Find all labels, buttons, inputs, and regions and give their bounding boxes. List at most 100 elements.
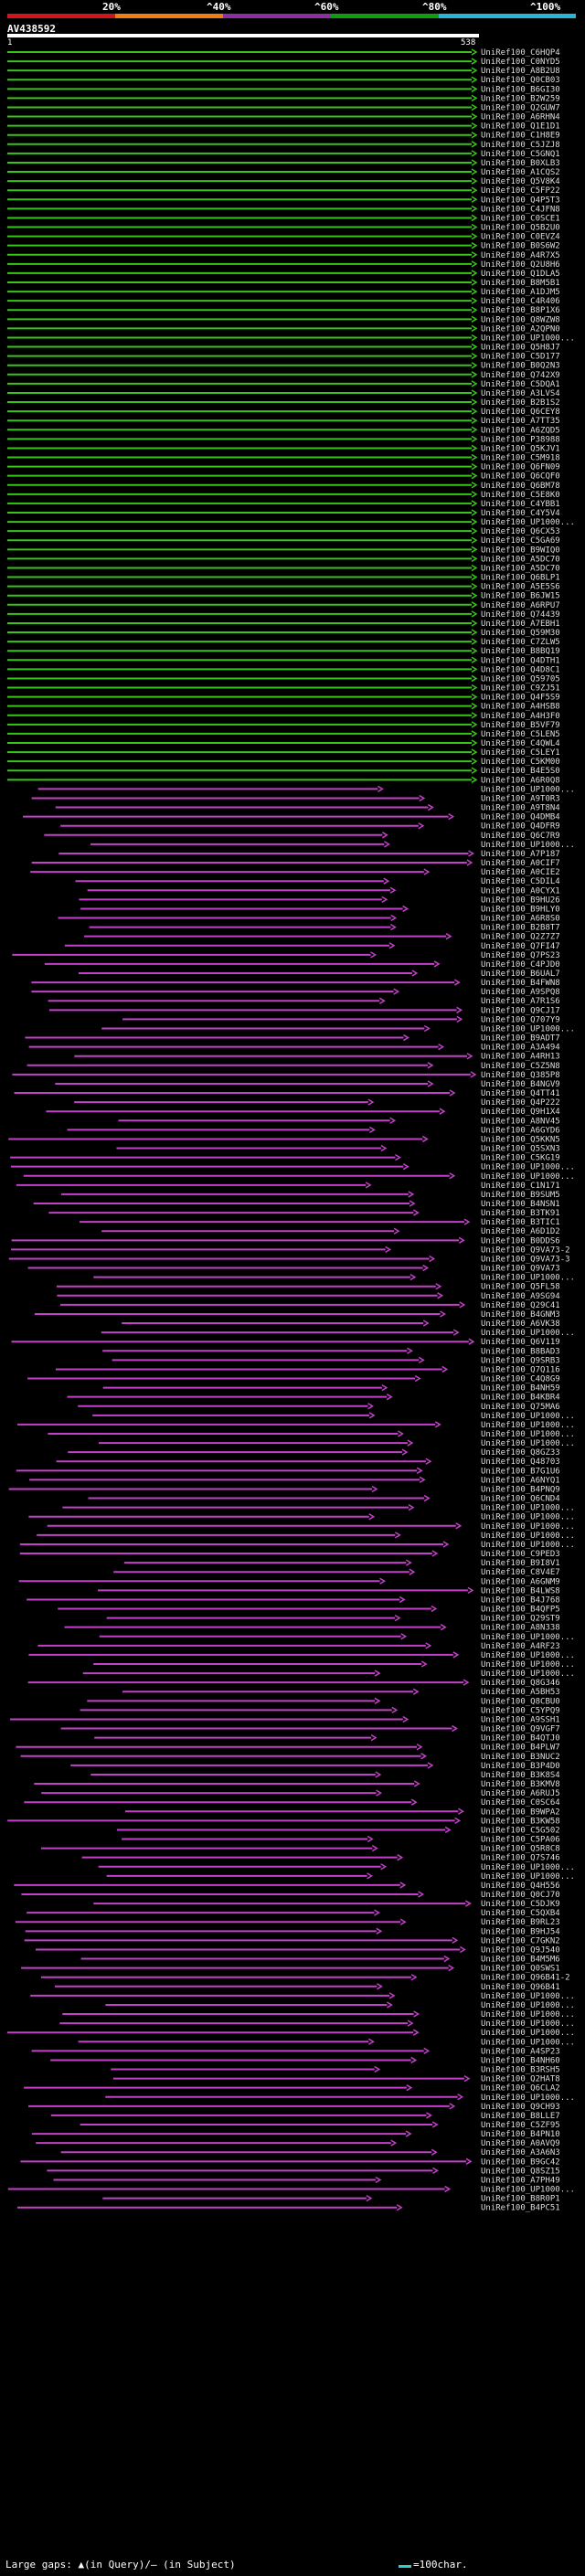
hit-row[interactable]: UniRef100_Q96B41-2 bbox=[40, 1974, 570, 1983]
hit-row[interactable]: UniRef100_Q74439 bbox=[7, 610, 560, 620]
hit-label[interactable]: UniRef100_C9PED3 bbox=[481, 1550, 560, 1559]
hit-label[interactable]: UniRef100_C4R406 bbox=[481, 297, 560, 306]
hit-row[interactable]: UniRef100_C4PJD0 bbox=[44, 960, 560, 970]
hit-row[interactable]: UniRef100_UP1000... bbox=[59, 2019, 575, 2029]
hit-label[interactable]: UniRef100_B4KBR4 bbox=[481, 1394, 560, 1403]
hit-label[interactable]: UniRef100_A4R7X5 bbox=[481, 251, 560, 260]
hit-row[interactable]: UniRef100_Q2HAT8 bbox=[112, 2075, 560, 2084]
hit-label[interactable]: UniRef100_C0SCE1 bbox=[481, 214, 560, 223]
hit-label[interactable]: UniRef100_Q4DFR9 bbox=[481, 822, 560, 832]
hit-label[interactable]: UniRef100_Q8GZ33 bbox=[481, 1448, 560, 1458]
hit-label[interactable]: UniRef100_Q4DMB4 bbox=[481, 813, 560, 822]
hit-row[interactable]: UniRef100_B4QTJ0 bbox=[94, 1734, 560, 1744]
hit-row[interactable]: UniRef100_C4YBB1 bbox=[7, 500, 560, 509]
hit-row[interactable]: UniRef100_Q0CJ70 bbox=[21, 1891, 560, 1900]
hit-label[interactable]: UniRef100_Q7FI47 bbox=[481, 942, 560, 951]
hit-row[interactable]: UniRef100_C0NYD5 bbox=[7, 58, 560, 67]
hit-row[interactable]: UniRef100_A9T0R3 bbox=[31, 794, 560, 803]
hit-row[interactable]: UniRef100_Q5V8K4 bbox=[7, 177, 560, 186]
hit-label[interactable]: UniRef100_A4HSB8 bbox=[481, 703, 560, 712]
hit-label[interactable]: UniRef100_Q1DLA5 bbox=[481, 270, 560, 279]
hit-label[interactable]: UniRef100_B2W259 bbox=[481, 94, 560, 103]
hit-row[interactable]: UniRef100_C5KG19 bbox=[10, 1154, 560, 1163]
hit-label[interactable]: UniRef100_A6R0Q8 bbox=[481, 776, 560, 785]
hit-label[interactable]: UniRef100_B9SUM5 bbox=[481, 1191, 560, 1200]
hit-row[interactable]: UniRef100_UP1000... bbox=[98, 1439, 575, 1448]
hit-label[interactable]: UniRef100_Q6BM78 bbox=[481, 482, 560, 491]
hit-label[interactable]: UniRef100_C7GKN2 bbox=[481, 1936, 560, 1945]
hit-label[interactable]: UniRef100_A6ZQD5 bbox=[481, 426, 560, 435]
hit-label[interactable]: UniRef100_Q2HAT8 bbox=[481, 2075, 560, 2084]
hit-row[interactable]: UniRef100_B4PN10 bbox=[31, 2130, 560, 2139]
hit-row[interactable]: UniRef100_Q8G346 bbox=[27, 1679, 560, 1688]
hit-row[interactable]: UniRef100_A5BH53 bbox=[122, 1688, 560, 1697]
hit-row[interactable]: UniRef100_Q9J540 bbox=[35, 1945, 560, 1955]
hit-label[interactable]: UniRef100_Q9VA73-3 bbox=[481, 1255, 570, 1264]
hit-row[interactable]: UniRef100_C5LEY1 bbox=[7, 748, 560, 758]
hit-row[interactable]: UniRef100_UP1000... bbox=[101, 1024, 575, 1034]
hit-label[interactable]: UniRef100_A6R8S0 bbox=[481, 915, 560, 924]
hit-row[interactable]: UniRef100_Q4F5S9 bbox=[7, 694, 560, 703]
hit-label[interactable]: UniRef100_A6RUJ5 bbox=[481, 1789, 560, 1798]
hit-label[interactable]: UniRef100_A5DC70 bbox=[481, 564, 560, 573]
hit-row[interactable]: UniRef100_B8BQ19 bbox=[7, 647, 560, 656]
hit-label[interactable]: UniRef100_B8BAD3 bbox=[481, 1347, 560, 1356]
hit-label[interactable]: UniRef100_Q9H1X4 bbox=[481, 1108, 560, 1117]
hit-label[interactable]: UniRef100_A3LVS4 bbox=[481, 389, 560, 398]
hit-row[interactable]: UniRef100_A6VK38 bbox=[122, 1320, 560, 1329]
hit-label[interactable]: UniRef100_Q8WZW8 bbox=[481, 315, 560, 324]
hit-label[interactable]: UniRef100_Q5B2U0 bbox=[481, 224, 560, 233]
hit-row[interactable]: UniRef100_C6HQP4 bbox=[7, 48, 560, 58]
hit-row[interactable]: UniRef100_UP1000... bbox=[62, 2010, 575, 2019]
hit-label[interactable]: UniRef100_C5ZF95 bbox=[481, 2121, 560, 2130]
hit-label[interactable]: UniRef100_UP1000... bbox=[481, 334, 575, 343]
hit-label[interactable]: UniRef100_Q48703 bbox=[481, 1458, 560, 1467]
hit-row[interactable]: UniRef100_Q7Q116 bbox=[55, 1365, 560, 1374]
hit-label[interactable]: UniRef100_UP1000... bbox=[481, 2186, 575, 2195]
hit-label[interactable]: UniRef100_A5DC70 bbox=[481, 555, 560, 564]
hit-row[interactable]: UniRef100_B6UAL7 bbox=[78, 970, 560, 979]
hit-label[interactable]: UniRef100_B9HJ54 bbox=[481, 1927, 560, 1936]
hit-label[interactable]: UniRef100_B8R0P1 bbox=[481, 2195, 560, 2204]
hit-label[interactable]: UniRef100_B9RL23 bbox=[481, 1918, 560, 1927]
hit-row[interactable]: UniRef100_A6RUJ5 bbox=[41, 1789, 560, 1798]
hit-row[interactable]: UniRef100_A6RHN4 bbox=[7, 113, 560, 122]
hit-row[interactable]: UniRef100_Q29ST9 bbox=[106, 1615, 560, 1624]
hit-row[interactable]: UniRef100_A7PH49 bbox=[53, 2176, 560, 2185]
hit-label[interactable]: UniRef100_UP1000... bbox=[481, 518, 575, 527]
hit-row[interactable]: UniRef100_Q5KJV1 bbox=[7, 444, 560, 453]
hit-label[interactable]: UniRef100_Q5KKN5 bbox=[481, 1135, 560, 1144]
hit-row[interactable]: UniRef100_UP1000... bbox=[106, 1872, 575, 1882]
hit-row[interactable]: UniRef100_Q5SXN3 bbox=[116, 1145, 560, 1154]
hit-row[interactable]: UniRef100_Q6BLP1 bbox=[7, 574, 560, 583]
hit-row[interactable]: UniRef100_A0CYX1 bbox=[87, 886, 560, 896]
hit-label[interactable]: UniRef100_A0CIE2 bbox=[481, 868, 560, 877]
hit-row[interactable]: UniRef100_C5PA06 bbox=[122, 1836, 560, 1845]
hit-row[interactable]: UniRef100_B9GC42 bbox=[20, 2157, 560, 2167]
hit-label[interactable]: UniRef100_UP1000... bbox=[481, 1274, 575, 1283]
hit-label[interactable]: UniRef100_A1DJM5 bbox=[481, 288, 560, 297]
hit-row[interactable]: UniRef100_UP1000... bbox=[105, 2094, 575, 2103]
hit-label[interactable]: UniRef100_Q0SWS1 bbox=[481, 1965, 560, 1974]
hit-label[interactable]: UniRef100_C5KM00 bbox=[481, 758, 560, 767]
hit-label[interactable]: UniRef100_UP1000... bbox=[481, 1412, 575, 1421]
hit-row[interactable]: UniRef100_B4KBR4 bbox=[67, 1394, 560, 1403]
hit-label[interactable]: UniRef100_B8BQ19 bbox=[481, 647, 560, 656]
hit-label[interactable]: UniRef100_C1H8E9 bbox=[481, 132, 560, 141]
hit-row[interactable]: UniRef100_A7P187 bbox=[58, 850, 560, 859]
hit-label[interactable]: UniRef100_Q59705 bbox=[481, 674, 560, 684]
hit-row[interactable]: UniRef100_Q9VA73-2 bbox=[11, 1246, 570, 1255]
hit-label[interactable]: UniRef100_C1N171 bbox=[481, 1182, 560, 1191]
hit-label[interactable]: UniRef100_Q6BLP1 bbox=[481, 574, 560, 583]
hit-label[interactable]: UniRef100_UP1000... bbox=[481, 1172, 575, 1182]
hit-row[interactable]: UniRef100_B0Q2N3 bbox=[7, 362, 560, 371]
hit-label[interactable]: UniRef100_B9HU26 bbox=[481, 896, 560, 905]
hit-row[interactable]: UniRef100_Q6CND4 bbox=[88, 1495, 560, 1504]
hit-row[interactable]: UniRef100_A6D1D2 bbox=[101, 1227, 560, 1236]
hit-label[interactable]: UniRef100_A8N338 bbox=[481, 1624, 560, 1633]
hit-label[interactable]: UniRef100_A9SSH1 bbox=[481, 1715, 560, 1724]
hit-label[interactable]: UniRef100_B4NGV9 bbox=[481, 1080, 560, 1089]
hit-row[interactable]: UniRef100_B0XLB3 bbox=[7, 159, 560, 168]
hit-row[interactable]: UniRef100_A6R8S0 bbox=[58, 915, 560, 924]
hit-label[interactable]: UniRef100_Q7PS23 bbox=[481, 951, 560, 960]
